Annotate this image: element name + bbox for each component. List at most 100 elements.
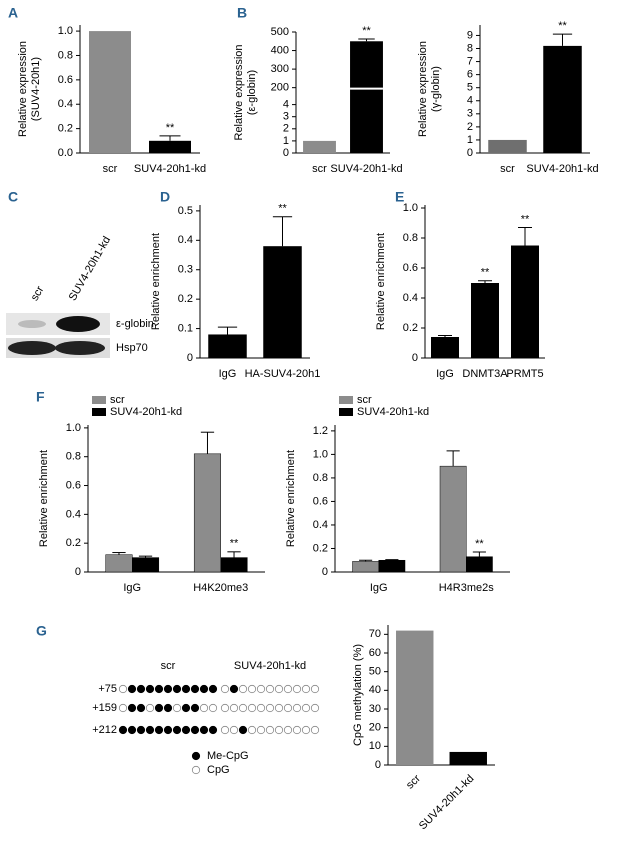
y-tick-label: 0.8 xyxy=(66,451,81,463)
lane-label: scr xyxy=(29,284,47,303)
significance: ** xyxy=(278,203,287,215)
legend-swatch xyxy=(92,396,106,404)
y-tick-label: 0 xyxy=(375,759,381,771)
x-tick-label: H4K20me3 xyxy=(193,582,248,594)
x-tick-label: SUV4-20h1-kd xyxy=(526,163,598,175)
cpg-site xyxy=(229,703,239,713)
y-tick-label: 0.6 xyxy=(403,262,418,274)
y-tick-label: 0.2 xyxy=(313,542,328,554)
x-tick-label: PRMT5 xyxy=(506,368,543,380)
cpg-site xyxy=(238,703,248,713)
cpg-site xyxy=(163,725,173,735)
cpg-site xyxy=(127,684,137,694)
y-tick-label: 0.4 xyxy=(178,234,193,246)
cpg-site xyxy=(283,703,293,713)
y-tick-label: 2 xyxy=(467,121,473,133)
y-tick-label: 0.6 xyxy=(66,479,81,491)
y-tick-label: 0 xyxy=(75,566,81,578)
group-label: scr xyxy=(161,660,176,672)
cpg-site xyxy=(190,725,200,735)
y-tick-label: 4 xyxy=(467,95,473,107)
legend-symbol xyxy=(191,751,201,761)
bar xyxy=(350,41,383,153)
y-tick-label: 10 xyxy=(369,740,381,752)
cpg-site xyxy=(301,725,311,735)
significance: ** xyxy=(558,20,567,32)
cpg-site xyxy=(190,684,200,694)
significance: ** xyxy=(475,538,484,550)
bar xyxy=(220,557,248,573)
y-tick-label: 0.8 xyxy=(403,232,418,244)
y-axis-label: (ε-globin) xyxy=(246,70,258,115)
legend-label: CpG xyxy=(207,764,230,776)
blot-band xyxy=(55,341,105,355)
y-axis-label: Relative expression xyxy=(417,41,429,137)
legend-label: scr xyxy=(110,394,125,406)
y-tick-label: 20 xyxy=(369,722,381,734)
y-tick-label: 0 xyxy=(412,352,418,364)
bar xyxy=(105,554,133,573)
y-tick-label: 9 xyxy=(467,29,473,41)
y-tick-label: 8 xyxy=(467,42,473,54)
bar xyxy=(193,453,221,573)
y-tick-label: 4 xyxy=(283,99,289,111)
cpg-site xyxy=(265,703,275,713)
y-tick-label: 0.1 xyxy=(178,322,193,334)
cpg-site xyxy=(136,725,146,735)
panel-label: G xyxy=(36,623,47,639)
legend-label: SUV4-20h1-kd xyxy=(110,406,182,418)
y-tick-label: 7 xyxy=(467,55,473,67)
cpg-site xyxy=(154,684,164,694)
y-tick-label: 0.4 xyxy=(313,519,328,531)
cpg-site xyxy=(283,684,293,694)
y-tick-label: 50 xyxy=(369,666,381,678)
cpg-site xyxy=(163,703,173,713)
y-tick-label: 1 xyxy=(467,134,473,146)
significance: ** xyxy=(230,538,239,550)
x-tick-label: HA-SUV4-20h1 xyxy=(245,368,321,380)
bar xyxy=(263,246,302,358)
bar xyxy=(149,140,191,153)
cpg-site xyxy=(208,725,218,735)
cpg-site xyxy=(118,684,128,694)
y-tick-label: 70 xyxy=(369,628,381,640)
legend-symbol xyxy=(191,765,201,775)
bar xyxy=(303,140,336,153)
cpg-site xyxy=(229,684,239,694)
cpg-site xyxy=(247,725,257,735)
bar xyxy=(208,334,247,358)
x-tick-label: DNMT3A xyxy=(462,368,508,380)
cpg-site xyxy=(127,725,137,735)
bar xyxy=(488,139,527,153)
y-axis-label: (SUV4-20h1) xyxy=(30,57,42,121)
cpg-site xyxy=(310,725,320,735)
bar xyxy=(352,561,379,573)
legend-label: Me-CpG xyxy=(207,750,249,762)
cpg-site xyxy=(256,703,266,713)
group-label: SUV4-20h1-kd xyxy=(234,660,306,672)
cpg-site xyxy=(265,684,275,694)
bar xyxy=(132,557,160,573)
y-tick-label: 0 xyxy=(187,352,193,364)
significance: ** xyxy=(362,25,371,37)
y-tick-label: 1.2 xyxy=(313,425,328,437)
panel-label: A xyxy=(8,5,18,21)
cpg-site xyxy=(145,703,155,713)
cpg-site xyxy=(292,703,302,713)
cpg-site xyxy=(199,703,209,713)
x-tick-label: SUV4-20h1-kd xyxy=(330,163,402,175)
cpg-site xyxy=(190,703,200,713)
panel-label: F xyxy=(36,389,45,405)
legend-swatch xyxy=(339,396,353,404)
cpg-site xyxy=(274,684,284,694)
cpg-site xyxy=(181,725,191,735)
y-axis-label: CpG methylation (%) xyxy=(352,644,364,746)
cpg-site xyxy=(247,703,257,713)
panel-label: E xyxy=(395,189,404,205)
y-axis-label: Relative enrichment xyxy=(375,233,387,330)
cpg-site xyxy=(145,684,155,694)
x-tick-label: scr xyxy=(500,163,515,175)
cpg-site xyxy=(127,703,137,713)
y-tick-label: 5 xyxy=(467,82,473,94)
